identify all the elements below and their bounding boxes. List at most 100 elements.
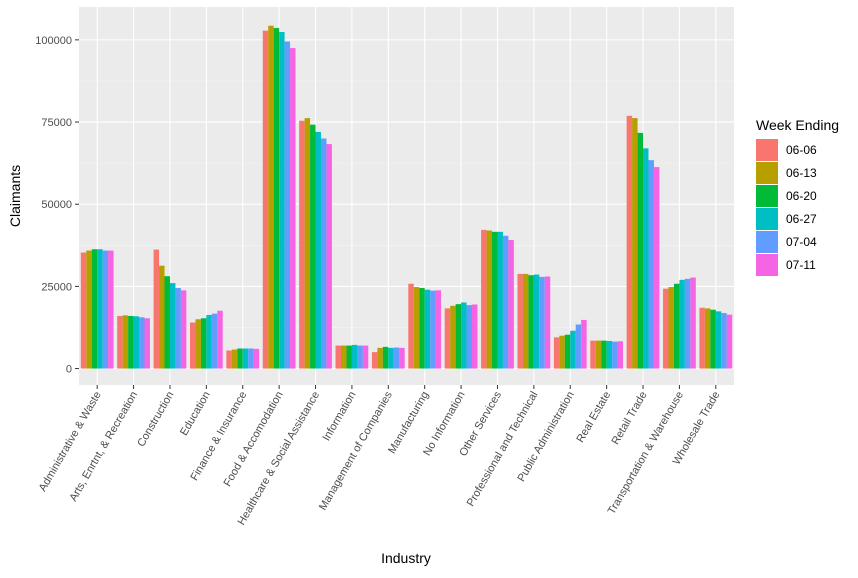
y-tick-label: 100000 — [35, 35, 72, 47]
bar — [424, 289, 431, 369]
bar — [539, 276, 545, 369]
bar — [663, 288, 669, 369]
bar — [643, 148, 649, 369]
bar — [133, 316, 140, 369]
bar — [189, 322, 196, 369]
bar — [435, 290, 442, 369]
bar — [699, 307, 705, 369]
bar — [461, 302, 467, 369]
bar — [606, 340, 613, 369]
bar — [97, 249, 103, 369]
bar — [273, 28, 280, 369]
bar — [502, 235, 509, 369]
bar — [601, 340, 607, 369]
y-tick-label: 75000 — [41, 117, 72, 129]
bar — [408, 283, 414, 369]
legend-key — [756, 254, 778, 276]
bars-group — [80, 25, 733, 369]
bar — [626, 115, 633, 369]
bar — [679, 279, 685, 369]
legend-key — [756, 231, 778, 253]
bar — [180, 290, 187, 369]
bar — [617, 341, 624, 369]
bar — [508, 240, 514, 369]
bar — [268, 25, 274, 369]
bar — [326, 144, 332, 369]
bar — [290, 48, 296, 369]
y-tick-label: 0 — [66, 364, 72, 376]
bar — [242, 348, 249, 369]
legend-label: 06-06 — [786, 143, 817, 157]
bar — [466, 305, 472, 369]
bar — [304, 118, 311, 369]
bar — [320, 138, 327, 369]
bar — [200, 318, 207, 369]
bar — [217, 310, 223, 369]
legend-label: 06-27 — [786, 212, 817, 226]
bar — [175, 288, 181, 369]
bar — [455, 304, 462, 369]
bar — [388, 347, 394, 369]
bar — [139, 317, 145, 369]
legend-title: Week Ending — [756, 117, 839, 133]
bar — [653, 167, 660, 369]
grid-minor — [79, 80, 734, 328]
bar — [211, 313, 218, 369]
bar — [144, 318, 150, 369]
bar — [86, 250, 92, 369]
bar — [299, 120, 305, 369]
x-axis-title: Industry — [381, 550, 431, 566]
bar — [581, 319, 587, 369]
bar — [226, 350, 232, 369]
bar — [648, 160, 654, 369]
bar — [590, 340, 596, 369]
bar — [341, 345, 347, 369]
bar — [673, 283, 680, 369]
bar — [715, 311, 722, 369]
bar — [108, 250, 114, 369]
y-axis-title: Claimants — [7, 165, 23, 227]
bar — [684, 278, 691, 369]
bar — [710, 309, 716, 369]
bar — [357, 345, 363, 369]
bar — [231, 349, 238, 369]
bar — [595, 340, 602, 369]
bar — [668, 287, 674, 369]
legend-label: 07-04 — [786, 235, 817, 249]
bar — [382, 346, 389, 369]
legend-key — [756, 139, 778, 161]
bar — [564, 334, 571, 369]
bar — [637, 132, 644, 369]
bar — [284, 41, 291, 369]
bar — [253, 348, 260, 369]
plot-panel — [79, 7, 734, 385]
bar — [492, 231, 498, 369]
bar — [413, 287, 420, 369]
bar — [169, 283, 176, 369]
bar — [153, 249, 160, 369]
bar — [517, 273, 523, 369]
bar — [399, 347, 405, 369]
bar — [351, 344, 358, 369]
bar — [690, 277, 696, 369]
bar — [570, 330, 576, 369]
bar — [430, 290, 436, 369]
bar — [533, 274, 540, 369]
bar — [575, 324, 582, 369]
grid-major — [79, 7, 734, 385]
bar — [481, 229, 487, 369]
legend-key — [756, 208, 778, 230]
bar — [544, 276, 551, 369]
bar — [91, 249, 98, 369]
bar — [362, 345, 369, 369]
bar — [486, 230, 493, 369]
bar — [195, 319, 201, 369]
bar — [497, 231, 503, 369]
bar — [159, 265, 165, 369]
bar — [472, 304, 478, 369]
legend: Week Ending 06-06 06-13 06-20 06-27 07-04 07-… — [756, 117, 839, 276]
bar — [237, 348, 243, 369]
bar — [310, 124, 316, 369]
legend-label: 06-20 — [786, 189, 817, 203]
